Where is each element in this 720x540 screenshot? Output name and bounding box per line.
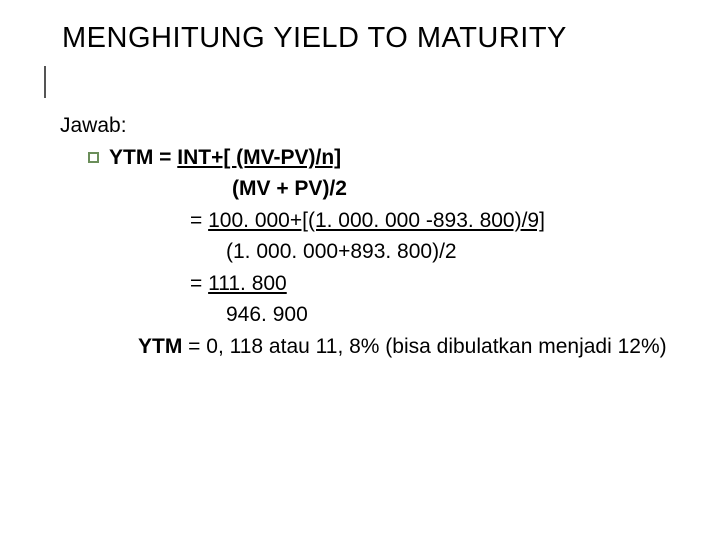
ytm-label: YTM	[138, 335, 188, 358]
formula-prefix: YTM =	[109, 146, 177, 169]
calc-line-2: (1. 000. 000+893. 800)/2	[60, 236, 667, 268]
formula-line-1: YTM = INT+[ (MV-PV)/n]	[60, 142, 667, 174]
equals-sign: =	[190, 272, 208, 295]
calc-numerator: 100. 000+[(1. 000. 000 -893. 800)/9]	[208, 209, 545, 232]
slide-title: MENGHITUNG YIELD TO MATURITY	[62, 22, 567, 55]
answer-label: Jawab:	[60, 110, 667, 142]
result-line-1: = 111. 800	[60, 268, 667, 300]
formula-line-2: (MV + PV)/2	[60, 173, 667, 205]
title-accent-line	[44, 66, 46, 98]
equals-sign: =	[190, 209, 208, 232]
formula-numerator: INT+[ (MV-PV)/n]	[177, 146, 341, 169]
result-numerator: 111. 800	[208, 272, 287, 295]
slide-body: Jawab: YTM = INT+[ (MV-PV)/n] (MV + PV)/…	[60, 110, 667, 362]
slide-container: { "title": "MENGHITUNG YIELD TO MATURITY…	[0, 0, 720, 540]
calc-line-1: = 100. 000+[(1. 000. 000 -893. 800)/9]	[60, 205, 667, 237]
conclusion-line: YTM = 0, 118 atau 11, 8% (bisa dibulatka…	[60, 331, 667, 363]
square-bullet-icon	[88, 152, 99, 163]
result-line-2: 946. 900	[60, 299, 667, 331]
ytm-value: = 0, 118 atau 11, 8% (bisa dibulatkan me…	[188, 335, 666, 358]
